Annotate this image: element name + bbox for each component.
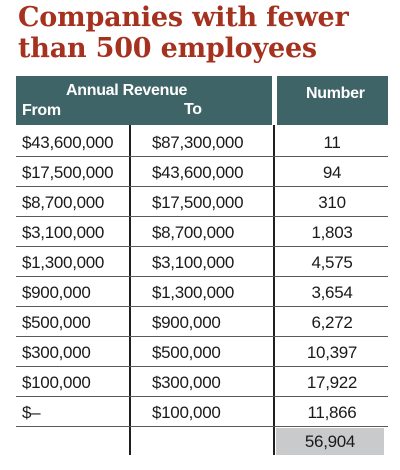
number-cell: 10,397 <box>306 343 358 362</box>
from-cell: $100,000 <box>22 373 91 392</box>
from-cell: $– <box>22 403 41 422</box>
table-body: $43,600,000 $87,300,000 11 $17,500,000 $… <box>16 127 388 427</box>
number-cell: 1,803 <box>311 223 353 242</box>
number-cell: 310 <box>318 193 346 212</box>
table-row: $43,600,000 $87,300,000 11 <box>16 127 388 157</box>
table-row: $900,000 $1,300,000 3,654 <box>16 277 388 307</box>
number-cell: 4,575 <box>311 253 353 272</box>
total-cell: 56,904 <box>276 428 384 455</box>
to-cell: $900,000 <box>152 313 221 332</box>
table-row: $17,500,000 $43,600,000 94 <box>16 157 388 187</box>
to-cell: $8,700,000 <box>152 223 235 242</box>
number-cell: 94 <box>322 163 342 182</box>
number-cell: 6,272 <box>311 313 353 332</box>
from-cell: $300,000 <box>22 343 91 362</box>
from-column-header: From <box>22 102 61 119</box>
number-cell: 11 <box>323 133 341 152</box>
to-cell: $100,000 <box>152 403 221 422</box>
from-cell: $900,000 <box>22 283 91 302</box>
page-title: Companies with fewer than 500 employees <box>18 2 349 64</box>
annual-revenue-header: Annual Revenue <box>66 82 188 99</box>
table-header: Annual Revenue From To Number <box>16 76 388 125</box>
number-cell: 11,866 <box>307 403 357 422</box>
from-cell: $17,500,000 <box>22 163 114 182</box>
table-row: $8,700,000 $17,500,000 310 <box>16 187 388 217</box>
header-divider <box>272 76 277 125</box>
from-cell: $43,600,000 <box>22 133 114 152</box>
table-row: $– $100,000 11,866 <box>16 397 388 427</box>
column-divider-to-number <box>273 125 275 455</box>
from-cell: $1,300,000 <box>22 253 105 272</box>
to-cell: $1,300,000 <box>152 283 235 302</box>
number-cell: 17,922 <box>306 373 358 392</box>
from-cell: $8,700,000 <box>22 193 105 212</box>
table-row: $500,000 $900,000 6,272 <box>16 307 388 337</box>
to-cell: $300,000 <box>152 373 221 392</box>
from-cell: $500,000 <box>22 313 91 332</box>
to-cell: $500,000 <box>152 343 221 362</box>
table-row: $300,000 $500,000 10,397 <box>16 337 388 367</box>
table-row: $1,300,000 $3,100,000 4,575 <box>16 247 388 277</box>
to-cell: $3,100,000 <box>152 253 235 272</box>
to-cell: $87,300,000 <box>152 133 244 152</box>
to-column-header: To <box>184 101 202 118</box>
to-cell: $17,500,000 <box>152 193 244 212</box>
column-divider-from-to <box>129 125 131 455</box>
from-cell: $3,100,000 <box>22 223 105 242</box>
number-column-header: Number <box>306 85 365 102</box>
table-row: $3,100,000 $8,700,000 1,803 <box>16 217 388 247</box>
table-row: $100,000 $300,000 17,922 <box>16 367 388 397</box>
number-cell: 3,654 <box>311 283 353 302</box>
to-cell: $43,600,000 <box>152 163 244 182</box>
